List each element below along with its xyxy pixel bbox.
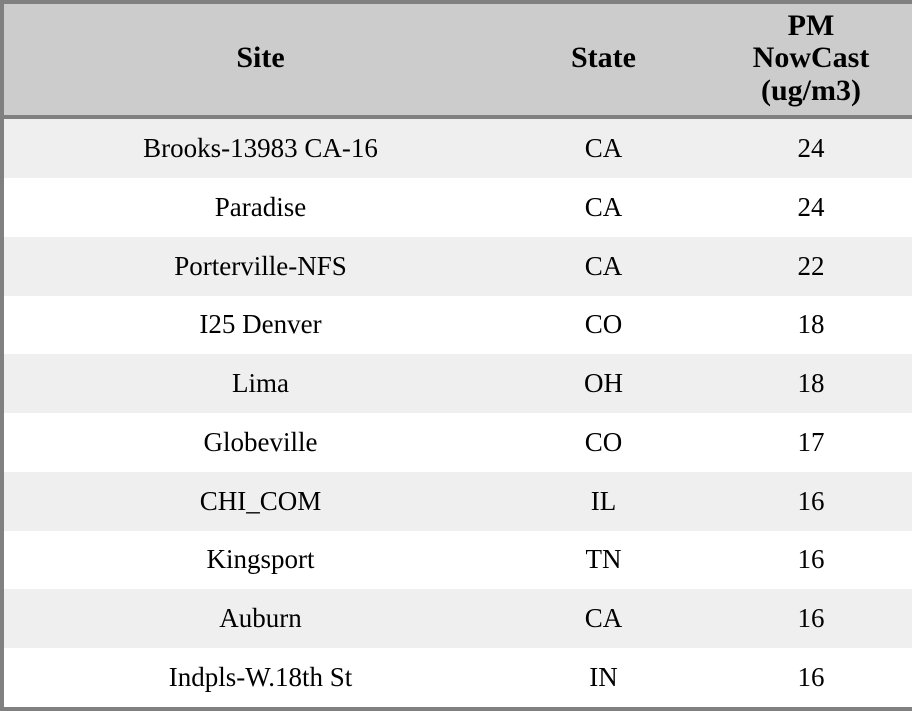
cell-site: Porterville-NFS: [4, 236, 517, 296]
cell-pm-nowcast: 24: [690, 117, 912, 178]
cell-pm-nowcast: 17: [690, 413, 912, 472]
column-header-pm-nowcast-line-3: (ug/m3): [761, 73, 861, 107]
cell-site: Paradise: [4, 177, 517, 237]
column-header-pm-nowcast-stack: PM NowCast (ug/m3): [694, 9, 912, 107]
cell-site: Indpls-W.18th St: [4, 648, 517, 707]
table-row[interactable]: Globeville CO 17: [4, 413, 912, 472]
column-header-state-line-1: State: [571, 41, 636, 75]
cell-state: CO: [517, 295, 690, 355]
cell-site: Auburn: [4, 589, 517, 649]
column-header-state[interactable]: State: [517, 4, 690, 120]
cell-pm-nowcast: 22: [690, 236, 912, 296]
table-row[interactable]: Indpls-W.18th St IN 16: [4, 648, 912, 707]
cell-site: Lima: [4, 354, 517, 414]
cell-state: IL: [517, 471, 690, 531]
cell-state: CA: [517, 589, 690, 649]
table-body: Brooks-13983 CA-16 CA 24 Paradise CA 24 …: [4, 117, 912, 707]
column-header-pm-nowcast-line-2: NowCast: [752, 41, 870, 75]
cell-pm-nowcast: 16: [690, 648, 912, 707]
cell-site: Globeville: [4, 413, 517, 472]
cell-site: Kingsport: [4, 530, 517, 590]
cell-state: CA: [517, 236, 690, 296]
table-row[interactable]: Kingsport TN 16: [4, 530, 912, 590]
cell-state: TN: [517, 530, 690, 590]
column-header-state-stack: State: [521, 41, 686, 75]
cell-state: CO: [517, 413, 690, 472]
table-row[interactable]: Auburn CA 16: [4, 589, 912, 649]
cell-pm-nowcast: 16: [690, 471, 912, 531]
table-row[interactable]: I25 Denver CO 18: [4, 295, 912, 355]
cell-site: CHI_COM: [4, 471, 517, 531]
cell-pm-nowcast: 18: [690, 295, 912, 355]
table-row[interactable]: CHI_COM IL 16: [4, 471, 912, 531]
column-header-site[interactable]: Site: [4, 4, 517, 120]
column-header-pm-nowcast-line-1: PM: [787, 9, 835, 42]
pm-nowcast-table: Site State PM NowCast (ug/m3): [4, 4, 912, 707]
table-row[interactable]: Paradise CA 24: [4, 177, 912, 237]
cell-state: CA: [517, 177, 690, 237]
table-row[interactable]: Brooks-13983 CA-16 CA 24: [4, 117, 912, 178]
column-header-pm-nowcast[interactable]: PM NowCast (ug/m3): [690, 4, 912, 120]
cell-site: Brooks-13983 CA-16: [4, 117, 517, 178]
cell-state: OH: [517, 354, 690, 414]
cell-pm-nowcast: 16: [690, 589, 912, 649]
cell-site: I25 Denver: [4, 295, 517, 355]
header-row: Site State PM NowCast (ug/m3): [4, 4, 912, 120]
cell-pm-nowcast: 16: [690, 530, 912, 590]
cell-pm-nowcast: 18: [690, 354, 912, 414]
table-row[interactable]: Porterville-NFS CA 22: [4, 236, 912, 296]
column-header-site-line-1: Site: [236, 41, 285, 75]
cell-state: IN: [517, 648, 690, 707]
column-header-site-stack: Site: [8, 41, 513, 75]
cell-pm-nowcast: 24: [690, 177, 912, 237]
table-header: Site State PM NowCast (ug/m3): [4, 4, 912, 120]
table-row[interactable]: Lima OH 18: [4, 354, 912, 414]
cell-state: CA: [517, 117, 690, 178]
